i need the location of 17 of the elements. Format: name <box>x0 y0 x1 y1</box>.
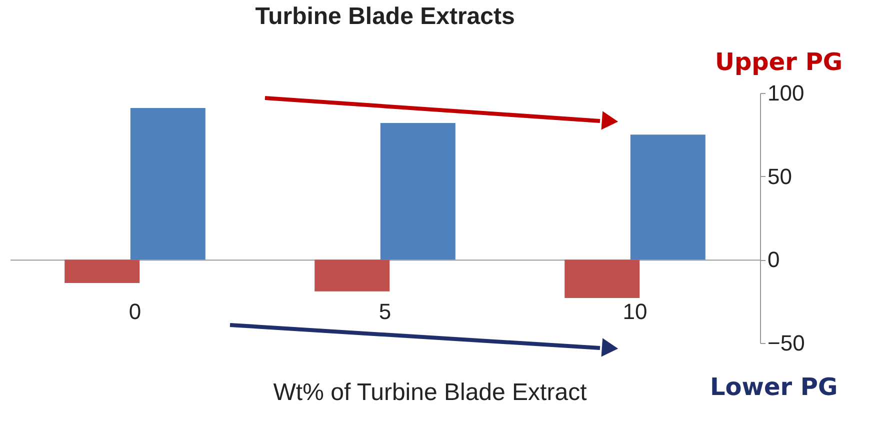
x-tick-label: 10 <box>622 299 648 324</box>
bar <box>380 123 456 260</box>
y-tick-label: 0 <box>768 247 780 272</box>
bar <box>130 108 206 260</box>
chart-title: Turbine Blade Extracts <box>255 3 515 30</box>
bar <box>564 260 640 298</box>
bar <box>630 134 706 260</box>
bar <box>64 260 140 283</box>
bar <box>314 260 390 292</box>
x-tick-label: 5 <box>378 299 392 324</box>
text: Upper PG <box>715 48 843 76</box>
x-tick-label: 0 <box>128 299 142 324</box>
y-tick-label: 50 <box>768 164 792 189</box>
x-axis-title: Wt% of Turbine Blade Extract <box>273 379 588 406</box>
y-tick-label: 100 <box>768 80 804 106</box>
text: Lower PG <box>710 373 838 401</box>
y-tick-label: −50 <box>768 330 805 356</box>
